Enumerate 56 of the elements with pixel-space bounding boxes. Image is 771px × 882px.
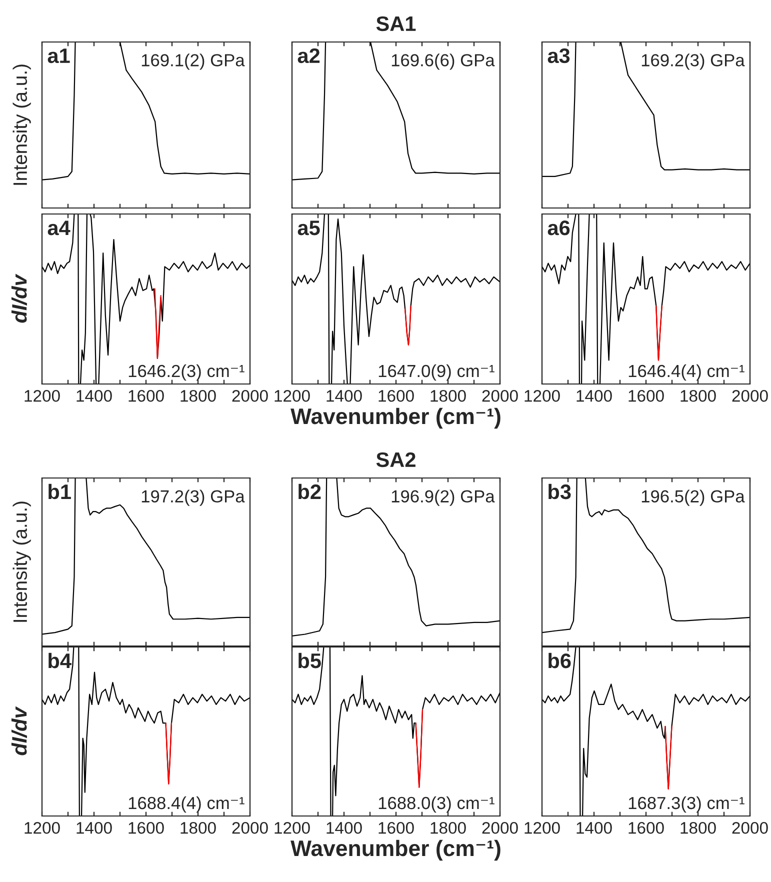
annotation: a4 (48, 220, 70, 236)
x-tick-label: 1800 (430, 822, 466, 834)
x-tick-label: 1600 (628, 390, 664, 402)
annotation: a5 (298, 220, 320, 236)
annotation: a3 (548, 48, 570, 64)
x-tick-label: 1200 (524, 390, 560, 402)
x-tick-label: 1400 (76, 390, 112, 402)
x-tick-label: 1200 (24, 822, 60, 834)
x-tick-label: 1400 (576, 390, 612, 402)
annotation: a1 (48, 48, 70, 64)
x-tick-label: 2000 (232, 822, 268, 834)
chart-title: SA1 (376, 16, 416, 32)
x-axis-title: Wavenumber (cm⁻¹) (290, 840, 500, 861)
x-axis-title: Wavenumber (cm⁻¹) (290, 408, 500, 429)
annotation: 169.2(3) GPa (642, 54, 745, 70)
x-tick-label: 1600 (128, 822, 164, 834)
x-tick-label: 1800 (680, 390, 716, 402)
x-tick-label: 2000 (482, 390, 518, 402)
chart-title: SA2 (376, 452, 416, 468)
x-tick-label: 1200 (274, 390, 310, 402)
x-tick-label: 2000 (732, 390, 768, 402)
annotation: 169.1(2) GPa (142, 54, 245, 70)
annotation: b1 (48, 484, 71, 500)
x-tick-label: 1600 (378, 822, 414, 834)
x-tick-label: 1600 (128, 390, 164, 402)
x-tick-label: 1400 (326, 822, 362, 834)
annotation: a2 (298, 48, 320, 64)
annotation: b2 (298, 484, 321, 500)
annotation: b3 (548, 484, 571, 500)
x-tick-label: 2000 (482, 822, 518, 834)
x-tick-label: 1400 (326, 390, 362, 402)
annotation: 196.5(2) GPa (642, 490, 745, 506)
x-tick-label: 1200 (24, 390, 60, 402)
x-tick-label: 2000 (232, 390, 268, 402)
x-tick-label: 1800 (180, 822, 216, 834)
annotation: 1646.2(3) cm⁻¹ (128, 364, 244, 381)
y-axis-title: dI/dv (11, 274, 27, 323)
x-tick-label: 1400 (76, 822, 112, 834)
x-tick-label: 1600 (378, 390, 414, 402)
x-tick-label: 1200 (524, 822, 560, 834)
annotation: a6 (548, 220, 570, 236)
y-axis-title: Intensity (a.u.) (12, 502, 31, 622)
x-tick-label: 1600 (628, 822, 664, 834)
x-tick-label: 1800 (430, 390, 466, 402)
y-axis-title: Intensity (a.u.) (12, 64, 31, 185)
x-tick-label: 1800 (180, 390, 216, 402)
annotation: 196.9(2) GPa (392, 490, 495, 506)
annotation: 197.2(3) GPa (142, 490, 245, 506)
x-tick-label: 2000 (732, 822, 768, 834)
annotation: 169.6(6) GPa (392, 54, 495, 70)
x-tick-label: 1200 (274, 822, 310, 834)
annotation: 1647.0(9) cm⁻¹ (378, 364, 494, 381)
annotation: 1646.4(4) cm⁻¹ (628, 364, 744, 381)
x-tick-label: 1800 (680, 822, 716, 834)
x-tick-label: 1400 (576, 822, 612, 834)
y-axis-title: dI/dv (11, 706, 27, 756)
